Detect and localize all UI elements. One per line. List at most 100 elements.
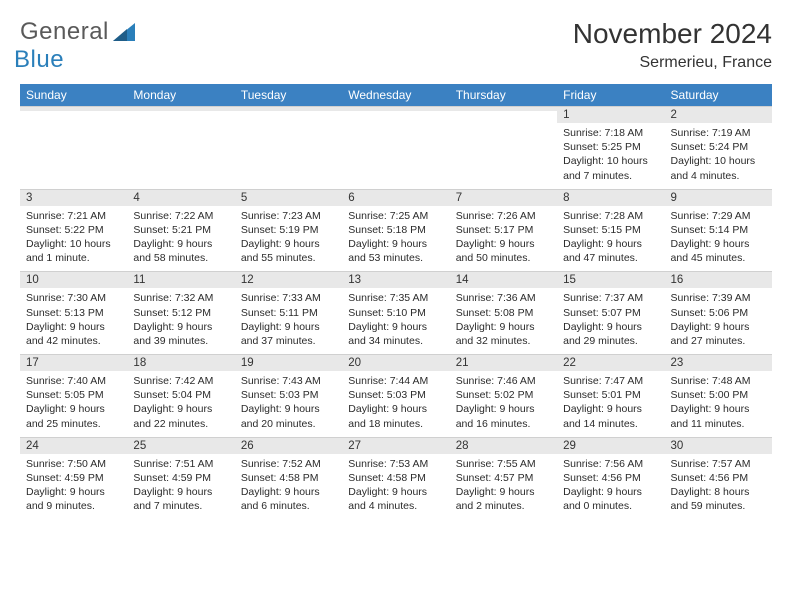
day-number: 30 <box>665 437 772 454</box>
daylight-text: Daylight: 9 hours and 22 minutes. <box>133 402 228 430</box>
sunset-text: Sunset: 5:19 PM <box>241 223 336 237</box>
calendar-cell: 27Sunrise: 7:53 AMSunset: 4:58 PMDayligh… <box>342 437 449 520</box>
sunrise-text: Sunrise: 7:36 AM <box>456 291 551 305</box>
day-header: Sunday <box>20 84 127 106</box>
day-number: 15 <box>557 271 664 288</box>
sunset-text: Sunset: 5:12 PM <box>133 306 228 320</box>
day-number: 7 <box>450 189 557 206</box>
daylight-text: Daylight: 10 hours and 1 minute. <box>26 237 121 265</box>
day-number: 29 <box>557 437 664 454</box>
day-number: 3 <box>20 189 127 206</box>
sunset-text: Sunset: 5:05 PM <box>26 388 121 402</box>
calendar-cell: 7Sunrise: 7:26 AMSunset: 5:17 PMDaylight… <box>450 189 557 272</box>
day-body: Sunrise: 7:53 AMSunset: 4:58 PMDaylight:… <box>342 454 449 520</box>
sunset-text: Sunset: 5:08 PM <box>456 306 551 320</box>
day-body: Sunrise: 7:43 AMSunset: 5:03 PMDaylight:… <box>235 371 342 437</box>
day-number: 16 <box>665 271 772 288</box>
calendar-cell: 22Sunrise: 7:47 AMSunset: 5:01 PMDayligh… <box>557 354 664 437</box>
day-body: Sunrise: 7:44 AMSunset: 5:03 PMDaylight:… <box>342 371 449 437</box>
day-number: 20 <box>342 354 449 371</box>
sunset-text: Sunset: 5:25 PM <box>563 140 658 154</box>
sunrise-text: Sunrise: 7:53 AM <box>348 457 443 471</box>
calendar-cell: 14Sunrise: 7:36 AMSunset: 5:08 PMDayligh… <box>450 271 557 354</box>
day-body: Sunrise: 7:40 AMSunset: 5:05 PMDaylight:… <box>20 371 127 437</box>
day-number: 23 <box>665 354 772 371</box>
day-number: 28 <box>450 437 557 454</box>
day-body: Sunrise: 7:51 AMSunset: 4:59 PMDaylight:… <box>127 454 234 520</box>
sunset-text: Sunset: 5:21 PM <box>133 223 228 237</box>
sunset-text: Sunset: 5:22 PM <box>26 223 121 237</box>
sunset-text: Sunset: 5:14 PM <box>671 223 766 237</box>
calendar-cell: 24Sunrise: 7:50 AMSunset: 4:59 PMDayligh… <box>20 437 127 520</box>
day-body: Sunrise: 7:33 AMSunset: 5:11 PMDaylight:… <box>235 288 342 354</box>
title-block: November 2024 Sermerieu, France <box>573 18 772 72</box>
sunrise-text: Sunrise: 7:43 AM <box>241 374 336 388</box>
day-number: 17 <box>20 354 127 371</box>
daylight-text: Daylight: 10 hours and 7 minutes. <box>563 154 658 182</box>
calendar-cell: 15Sunrise: 7:37 AMSunset: 5:07 PMDayligh… <box>557 271 664 354</box>
location: Sermerieu, France <box>573 54 772 72</box>
sunrise-text: Sunrise: 7:50 AM <box>26 457 121 471</box>
day-number: 22 <box>557 354 664 371</box>
day-body: Sunrise: 7:37 AMSunset: 5:07 PMDaylight:… <box>557 288 664 354</box>
day-number: 10 <box>20 271 127 288</box>
day-body: Sunrise: 7:19 AMSunset: 5:24 PMDaylight:… <box>665 123 772 189</box>
day-body: Sunrise: 7:29 AMSunset: 5:14 PMDaylight:… <box>665 206 772 272</box>
daylight-text: Daylight: 9 hours and 16 minutes. <box>456 402 551 430</box>
calendar-cell: 10Sunrise: 7:30 AMSunset: 5:13 PMDayligh… <box>20 271 127 354</box>
calendar-cell: 6Sunrise: 7:25 AMSunset: 5:18 PMDaylight… <box>342 189 449 272</box>
calendar-cell: 12Sunrise: 7:33 AMSunset: 5:11 PMDayligh… <box>235 271 342 354</box>
calendar-cell: 30Sunrise: 7:57 AMSunset: 4:56 PMDayligh… <box>665 437 772 520</box>
day-body: Sunrise: 7:50 AMSunset: 4:59 PMDaylight:… <box>20 454 127 520</box>
day-body: Sunrise: 7:57 AMSunset: 4:56 PMDaylight:… <box>665 454 772 520</box>
day-number: 1 <box>557 106 664 123</box>
day-header: Saturday <box>665 84 772 106</box>
sunset-text: Sunset: 5:07 PM <box>563 306 658 320</box>
sunrise-text: Sunrise: 7:56 AM <box>563 457 658 471</box>
sunrise-text: Sunrise: 7:52 AM <box>241 457 336 471</box>
daylight-text: Daylight: 9 hours and 7 minutes. <box>133 485 228 513</box>
day-body: Sunrise: 7:46 AMSunset: 5:02 PMDaylight:… <box>450 371 557 437</box>
day-header-row: Sunday Monday Tuesday Wednesday Thursday… <box>20 84 772 106</box>
sunrise-text: Sunrise: 7:35 AM <box>348 291 443 305</box>
calendar-cell: 5Sunrise: 7:23 AMSunset: 5:19 PMDaylight… <box>235 189 342 272</box>
day-number: 24 <box>20 437 127 454</box>
daylight-text: Daylight: 9 hours and 20 minutes. <box>241 402 336 430</box>
sunrise-text: Sunrise: 7:46 AM <box>456 374 551 388</box>
logo-text-blue: Blue <box>14 46 64 73</box>
calendar-cell: 20Sunrise: 7:44 AMSunset: 5:03 PMDayligh… <box>342 354 449 437</box>
daylight-text: Daylight: 9 hours and 42 minutes. <box>26 320 121 348</box>
sunset-text: Sunset: 5:03 PM <box>241 388 336 402</box>
sunset-text: Sunset: 4:59 PM <box>26 471 121 485</box>
sunset-text: Sunset: 5:11 PM <box>241 306 336 320</box>
sunrise-text: Sunrise: 7:25 AM <box>348 209 443 223</box>
calendar-cell: 19Sunrise: 7:43 AMSunset: 5:03 PMDayligh… <box>235 354 342 437</box>
day-body: Sunrise: 7:39 AMSunset: 5:06 PMDaylight:… <box>665 288 772 354</box>
sunrise-text: Sunrise: 7:23 AM <box>241 209 336 223</box>
day-body: Sunrise: 7:23 AMSunset: 5:19 PMDaylight:… <box>235 206 342 272</box>
sunset-text: Sunset: 5:10 PM <box>348 306 443 320</box>
day-number: 4 <box>127 189 234 206</box>
day-body: Sunrise: 7:32 AMSunset: 5:12 PMDaylight:… <box>127 288 234 354</box>
day-body <box>127 111 234 171</box>
daylight-text: Daylight: 9 hours and 55 minutes. <box>241 237 336 265</box>
calendar-cell: 9Sunrise: 7:29 AMSunset: 5:14 PMDaylight… <box>665 189 772 272</box>
calendar-cell: 2Sunrise: 7:19 AMSunset: 5:24 PMDaylight… <box>665 106 772 189</box>
sunrise-text: Sunrise: 7:57 AM <box>671 457 766 471</box>
sunrise-text: Sunrise: 7:44 AM <box>348 374 443 388</box>
day-body <box>342 111 449 171</box>
day-body: Sunrise: 7:55 AMSunset: 4:57 PMDaylight:… <box>450 454 557 520</box>
sunrise-text: Sunrise: 7:42 AM <box>133 374 228 388</box>
sunset-text: Sunset: 5:17 PM <box>456 223 551 237</box>
sunset-text: Sunset: 5:15 PM <box>563 223 658 237</box>
sunrise-text: Sunrise: 7:21 AM <box>26 209 121 223</box>
daylight-text: Daylight: 9 hours and 14 minutes. <box>563 402 658 430</box>
day-number: 26 <box>235 437 342 454</box>
sunset-text: Sunset: 4:58 PM <box>348 471 443 485</box>
calendar-cell: 18Sunrise: 7:42 AMSunset: 5:04 PMDayligh… <box>127 354 234 437</box>
sunset-text: Sunset: 5:00 PM <box>671 388 766 402</box>
sunset-text: Sunset: 5:24 PM <box>671 140 766 154</box>
calendar-cell: 25Sunrise: 7:51 AMSunset: 4:59 PMDayligh… <box>127 437 234 520</box>
calendar-table: Sunday Monday Tuesday Wednesday Thursday… <box>20 84 772 519</box>
daylight-text: Daylight: 10 hours and 4 minutes. <box>671 154 766 182</box>
